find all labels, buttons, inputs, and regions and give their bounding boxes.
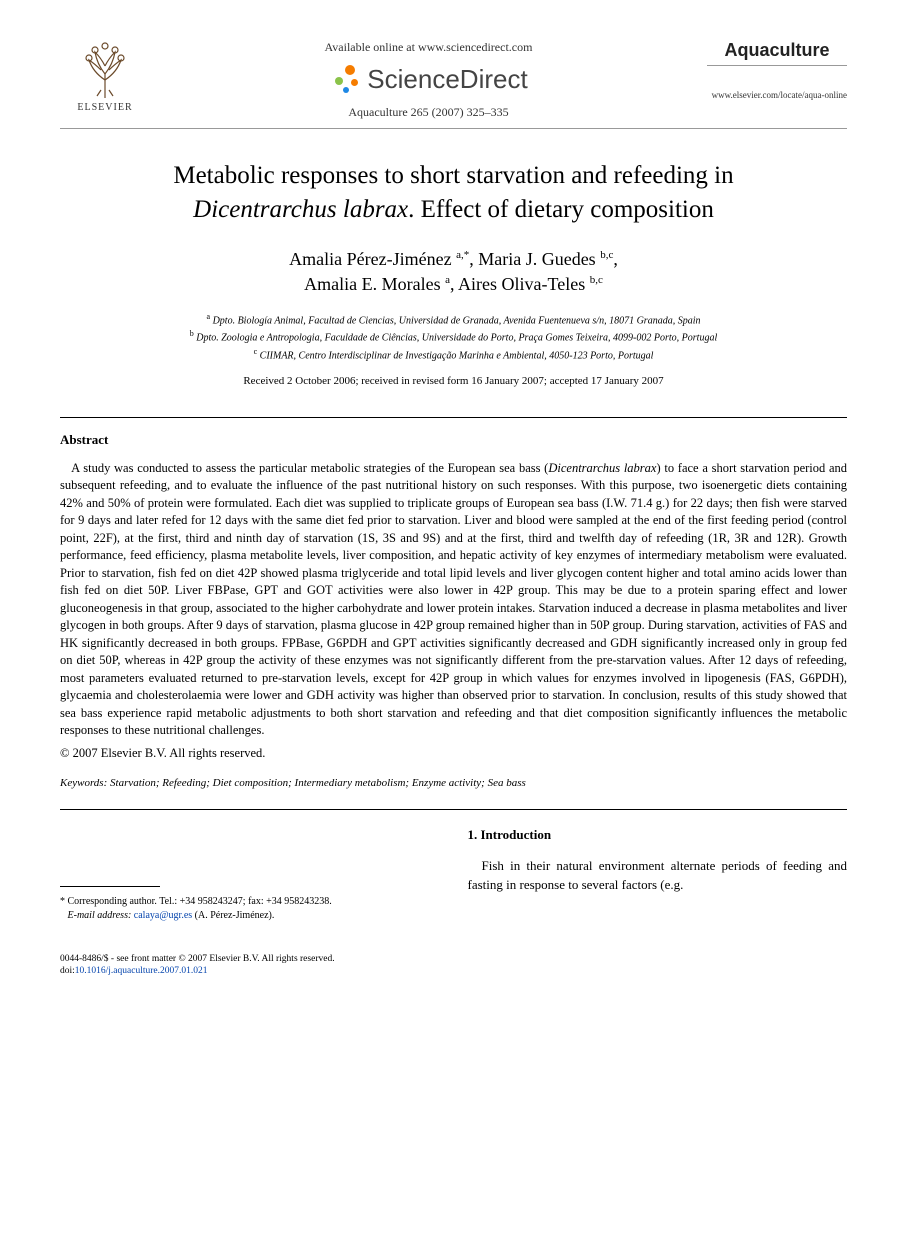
- sciencedirect-logo: ScienceDirect: [160, 63, 697, 95]
- keywords: Keywords: Starvation; Refeeding; Diet co…: [60, 777, 847, 789]
- publisher-logo-block: ELSEVIER: [60, 40, 150, 113]
- footnote-email-label: E-mail address:: [68, 910, 132, 921]
- title-line1: Metabolic responses to short starvation …: [173, 162, 733, 189]
- author-list: Amalia Pérez-Jiménez a,*, Maria J. Guede…: [60, 247, 847, 297]
- journal-reference: Aquaculture 265 (2007) 325–335: [160, 105, 697, 120]
- page-footer: 0044-8486/$ - see front matter © 2007 El…: [60, 953, 847, 978]
- footer-line1: 0044-8486/$ - see front matter © 2007 El…: [60, 953, 847, 965]
- footnote-rule: [60, 886, 160, 887]
- center-header: Available online at www.sciencedirect.co…: [150, 40, 707, 120]
- affiliations: a Dpto. Biología Animal, Facultad de Cie…: [60, 311, 847, 363]
- footer-doi-label: doi:: [60, 966, 75, 976]
- author-3: Amalia E. Morales: [304, 274, 440, 294]
- journal-name: Aquaculture: [707, 40, 847, 66]
- available-online-text: Available online at www.sciencedirect.co…: [160, 40, 697, 55]
- abstract-heading: Abstract: [60, 432, 847, 448]
- footer-doi[interactable]: 10.1016/j.aquaculture.2007.01.021: [75, 966, 208, 976]
- footnote-corr: * Corresponding author. Tel.: +34 958243…: [60, 895, 440, 909]
- author-1: Amalia Pérez-Jiménez: [289, 249, 451, 269]
- publisher-name: ELSEVIER: [77, 102, 132, 113]
- right-column: 1. Introduction Fish in their natural en…: [468, 826, 848, 923]
- abstract-pre-species: A study was conducted to assess the part…: [71, 461, 548, 475]
- abstract-top-divider: [60, 417, 847, 418]
- abstract-body: A study was conducted to assess the part…: [60, 460, 847, 740]
- affiliation-c: CIIMAR, Centro Interdisciplinar de Inves…: [260, 350, 654, 361]
- abstract-copyright: © 2007 Elsevier B.V. All rights reserved…: [60, 746, 847, 761]
- keywords-text: Starvation; Refeeding; Diet composition;…: [107, 777, 526, 789]
- footnote-email[interactable]: calaya@ugr.es: [134, 910, 192, 921]
- sciencedirect-text: ScienceDirect: [367, 64, 527, 95]
- author-1-sup: a,*: [456, 249, 469, 261]
- author-2-sup: b,c: [600, 249, 613, 261]
- keywords-label: Keywords:: [60, 777, 107, 789]
- affiliation-a: Dpto. Biología Animal, Facultad de Cienc…: [213, 315, 701, 326]
- author-2: Maria J. Guedes: [478, 249, 595, 269]
- article-dates: Received 2 October 2006; received in rev…: [60, 375, 847, 387]
- title-line2-rest: . Effect of dietary composition: [408, 196, 714, 223]
- page-header: ELSEVIER Available online at www.science…: [60, 40, 847, 120]
- header-divider: [60, 128, 847, 129]
- author-4-sup: b,c: [590, 274, 603, 286]
- intro-heading: 1. Introduction: [468, 826, 848, 845]
- corresponding-author-footnote: * Corresponding author. Tel.: +34 958243…: [60, 895, 440, 923]
- sciencedirect-dots-icon: [329, 63, 361, 95]
- footnote-email-suffix: (A. Pérez-Jiménez).: [192, 910, 274, 921]
- abstract-bottom-divider: [60, 809, 847, 810]
- two-column-layout: * Corresponding author. Tel.: +34 958243…: [60, 826, 847, 923]
- author-4: Aires Oliva-Teles: [458, 274, 585, 294]
- author-3-sup: a: [445, 274, 450, 286]
- abstract-post-species: ) to face a short starvation period and …: [60, 461, 847, 738]
- right-header: Aquaculture www.elsevier.com/locate/aqua…: [707, 40, 847, 100]
- article-title: Metabolic responses to short starvation …: [60, 159, 847, 227]
- intro-body: Fish in their natural environment altern…: [468, 857, 848, 895]
- abstract-species: Dicentrarchus labrax: [548, 461, 656, 475]
- elsevier-tree-icon: [75, 40, 135, 100]
- left-column: * Corresponding author. Tel.: +34 958243…: [60, 826, 440, 923]
- affiliation-b: Dpto. Zoologia e Antropologia, Faculdade…: [196, 333, 717, 344]
- title-species: Dicentrarchus labrax: [193, 196, 408, 223]
- journal-url: www.elsevier.com/locate/aqua-online: [712, 90, 847, 100]
